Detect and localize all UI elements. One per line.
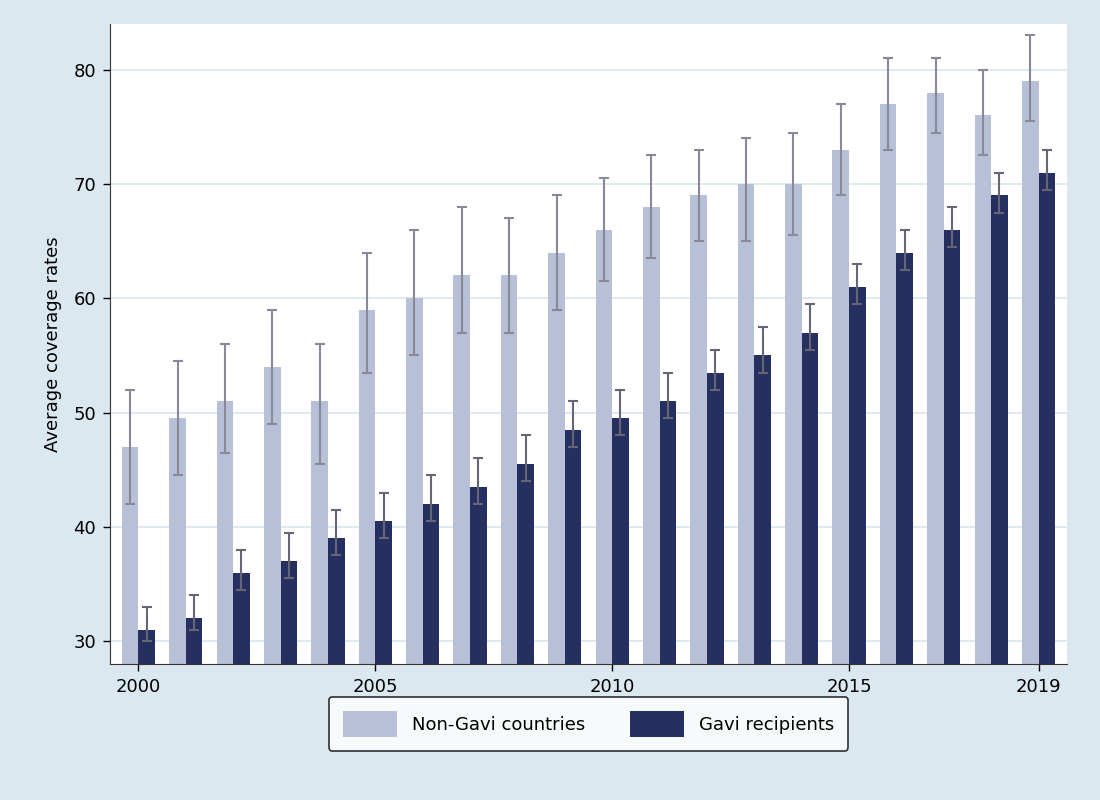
Bar [548,253,564,800]
Bar [422,504,439,800]
Bar [595,230,613,800]
Bar [1038,173,1055,800]
Bar [375,521,392,800]
Bar [785,184,802,800]
Bar [264,367,280,800]
Bar [139,630,155,800]
Bar [169,418,186,800]
Bar [833,150,849,800]
Bar [328,538,344,800]
Bar [738,184,755,800]
Bar [802,333,818,800]
Bar [186,618,202,800]
Bar [660,401,676,800]
Bar [517,464,534,800]
Bar [406,298,422,800]
Bar [280,561,297,800]
Bar [564,430,582,800]
Bar [927,93,944,800]
Bar [217,401,233,800]
Bar [359,310,375,800]
Bar [849,287,866,800]
Bar [453,275,470,800]
Bar [880,104,896,800]
Bar [707,373,724,800]
Bar [944,230,960,800]
Bar [613,418,629,800]
Bar [311,401,328,800]
Y-axis label: Average coverage rates: Average coverage rates [44,236,63,452]
Bar [691,195,707,800]
Bar [500,275,517,800]
Bar [1022,81,1038,800]
Bar [122,447,139,800]
Bar [755,355,771,800]
Bar [644,207,660,800]
Bar [470,487,486,800]
Bar [233,573,250,800]
Bar [896,253,913,800]
Bar [975,115,991,800]
Bar [991,195,1008,800]
Legend: Non-Gavi countries, Gavi recipients: Non-Gavi countries, Gavi recipients [329,697,848,751]
